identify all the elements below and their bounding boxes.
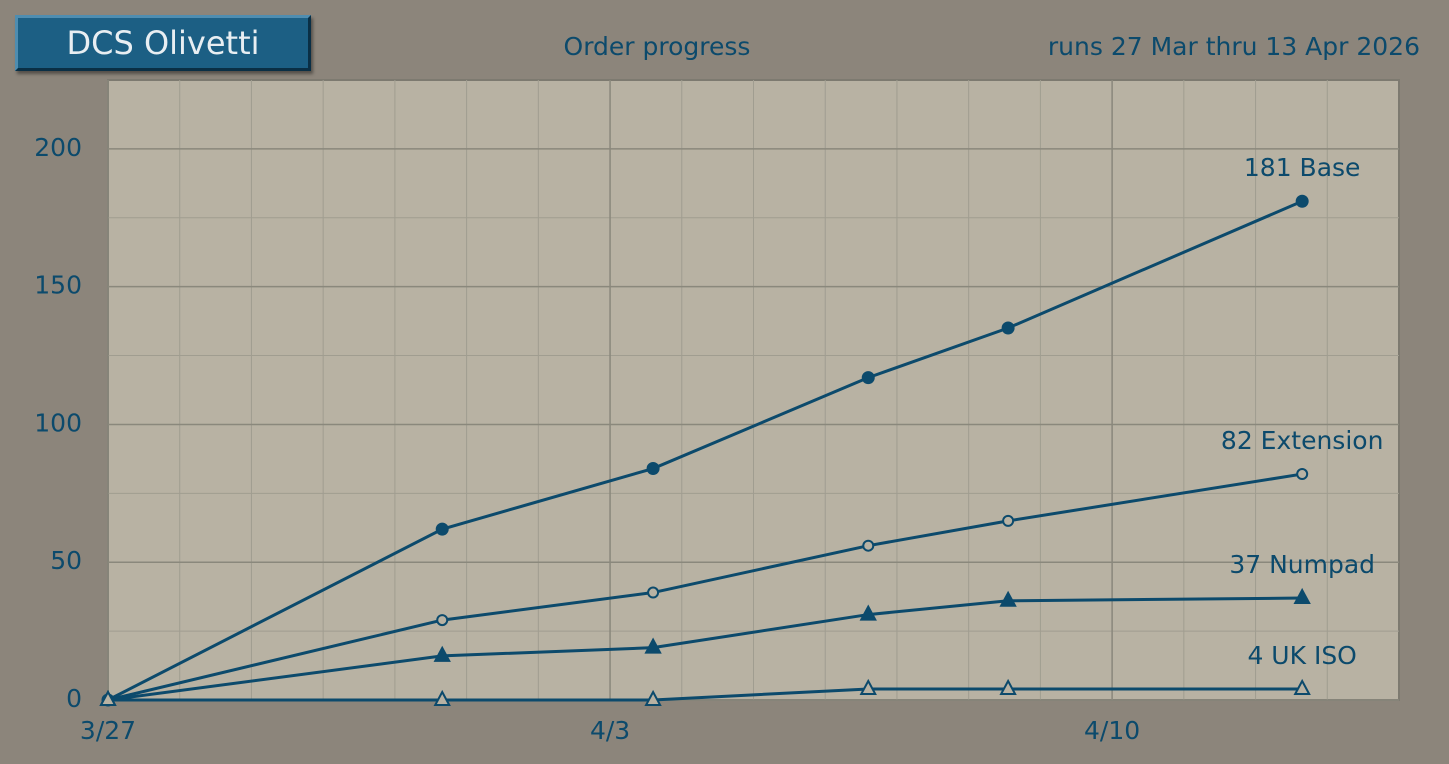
x-tick-label: 4/3 <box>590 716 630 745</box>
value-label: 181 Base <box>1244 153 1361 182</box>
marker <box>859 678 877 695</box>
marker <box>1002 514 1015 527</box>
marker <box>433 689 451 706</box>
marker <box>1293 678 1311 695</box>
marker <box>646 462 660 476</box>
marker <box>644 689 662 706</box>
marker <box>436 614 449 627</box>
marker <box>862 539 875 552</box>
value-label: 82 Extension <box>1221 426 1384 455</box>
y-tick-label: 50 <box>50 546 82 575</box>
chart-title: Order progress <box>564 32 751 61</box>
marker <box>1295 194 1309 208</box>
marker <box>644 637 662 654</box>
app-button[interactable]: DCS Olivetti <box>15 15 311 71</box>
marker <box>999 678 1017 695</box>
value-label: 37 Numpad <box>1229 550 1375 579</box>
chart-subtitle: runs 27 Mar thru 13 Apr 2026 <box>1048 32 1420 61</box>
marker <box>1293 587 1311 605</box>
x-tick-label: 4/10 <box>1084 716 1140 745</box>
marker <box>1001 321 1015 335</box>
marker <box>1296 468 1309 481</box>
marker <box>433 645 451 662</box>
y-tick-label: 150 <box>34 271 82 300</box>
marker <box>861 371 875 385</box>
marker <box>999 590 1017 607</box>
x-tick-label: 3/27 <box>80 716 136 745</box>
y-tick-label: 0 <box>66 684 82 713</box>
series-line <box>107 596 1303 702</box>
series-line <box>108 687 1303 702</box>
y-tick-label: 100 <box>34 408 82 437</box>
value-label: 4 UK ISO <box>1247 641 1356 670</box>
series-line <box>107 199 1303 702</box>
marker <box>859 604 877 621</box>
series-line <box>107 472 1303 702</box>
marker <box>99 689 117 706</box>
y-tick-label: 200 <box>34 133 82 162</box>
marker <box>647 586 660 599</box>
marker <box>435 522 449 536</box>
